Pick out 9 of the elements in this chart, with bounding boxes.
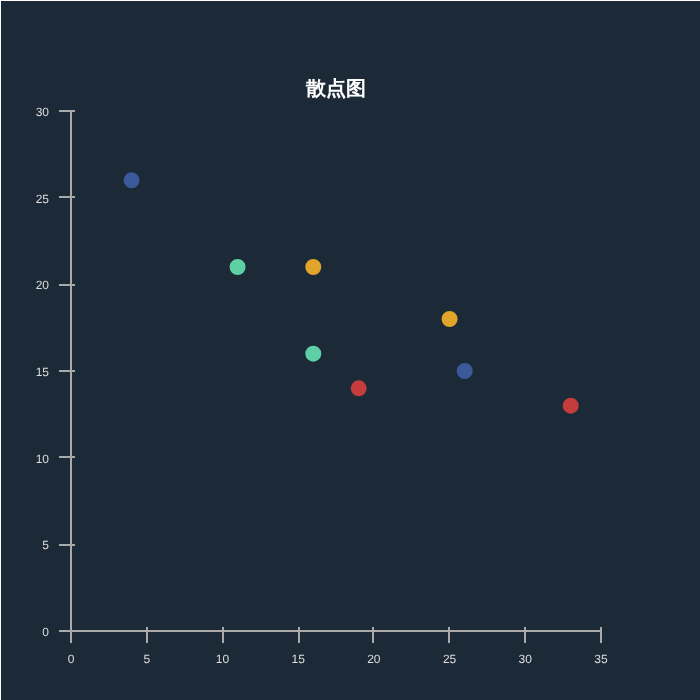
point (305, 345, 322, 362)
point (123, 172, 140, 189)
point (229, 259, 246, 275)
point (441, 311, 458, 327)
point (350, 380, 367, 397)
point (305, 259, 322, 275)
point (562, 397, 579, 414)
chart-title: 散点图 (304, 77, 366, 101)
point (456, 363, 473, 379)
